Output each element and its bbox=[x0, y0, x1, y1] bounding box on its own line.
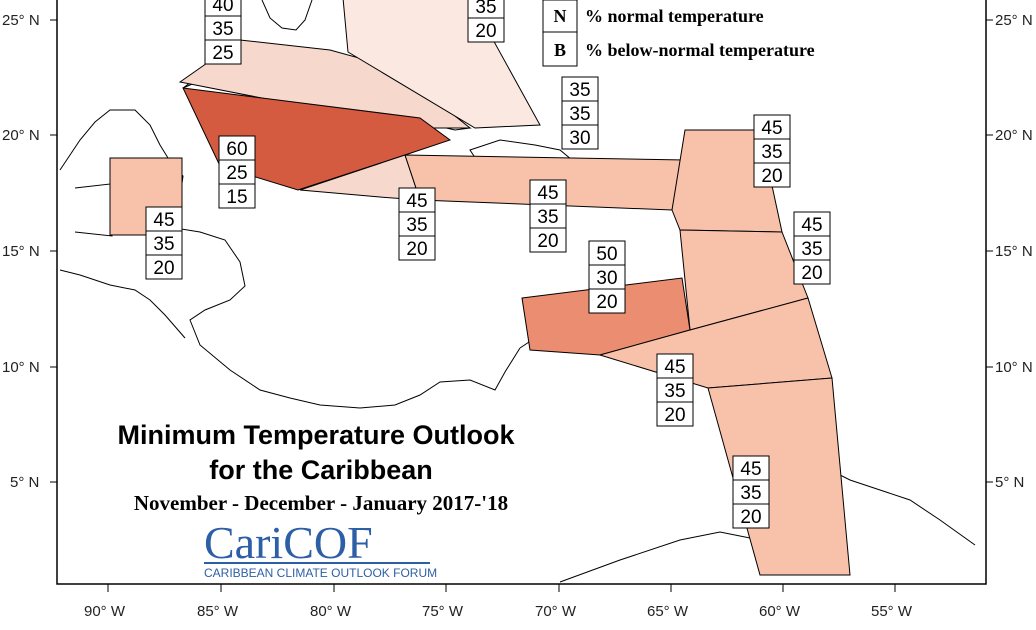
normal-value: 35 bbox=[153, 234, 174, 255]
region-box-leeward-north: 45 35 20 bbox=[753, 114, 791, 188]
region-box-turks-caicos: 35 35 30 bbox=[561, 76, 599, 150]
below-value: 20 bbox=[537, 231, 558, 252]
lat-tick-label: 25° N bbox=[2, 12, 40, 29]
legend-label-normal: % normal temperature bbox=[585, 6, 764, 26]
below-value: 20 bbox=[761, 166, 782, 187]
normal-value: 25 bbox=[226, 163, 247, 184]
lat-tick-label: 5° N bbox=[995, 474, 1024, 491]
lon-tick-labels: 90° W 85° W 80° W 75° W 70° W 65° W 60° … bbox=[84, 603, 913, 620]
legend-key-below: B bbox=[554, 40, 566, 60]
normal-value: 35 bbox=[406, 215, 427, 236]
region-box-leeward-south: 45 35 20 bbox=[793, 211, 831, 285]
below-value: 20 bbox=[664, 405, 685, 426]
axis-ticks bbox=[50, 19, 993, 592]
region-box-bahamas-north: 40 35 25 bbox=[204, 0, 242, 65]
above-value: 45 bbox=[740, 459, 761, 480]
normal-value: 35 bbox=[761, 142, 782, 163]
region-box-belize: 45 35 20 bbox=[145, 206, 183, 280]
lat-tick-label: 20° N bbox=[995, 127, 1033, 144]
lon-tick-label: 90° W bbox=[84, 603, 126, 620]
normal-value: 35 bbox=[740, 483, 761, 504]
probability-boxes: 40 35 25 35 20 35 35 30 60 25 15 bbox=[145, 0, 831, 529]
below-value: 20 bbox=[801, 263, 822, 284]
normal-value: 35 bbox=[537, 207, 558, 228]
normal-value: 35 bbox=[664, 381, 685, 402]
below-value: 20 bbox=[406, 239, 427, 260]
lon-tick-label: 60° W bbox=[759, 603, 801, 620]
above-value: 40 bbox=[212, 0, 233, 16]
region-box-guianas: 45 35 20 bbox=[732, 455, 770, 529]
caricof-logo: CariCOF CARIBBEAN CLIMATE OUTLOOK FORUM bbox=[204, 517, 437, 580]
region-bahamas-east bbox=[342, 0, 541, 129]
lon-tick-label: 70° W bbox=[535, 603, 577, 620]
above-value: 35 bbox=[569, 80, 590, 101]
legend: N % normal temperature B % below-normal … bbox=[542, 0, 815, 67]
title-block: Minimum Temperature Outlook for the Cari… bbox=[117, 420, 515, 515]
below-value: 20 bbox=[475, 21, 496, 42]
lat-tick-label: 25° N bbox=[995, 12, 1033, 29]
legend-key-normal: N bbox=[554, 6, 567, 26]
lon-tick-label: 80° W bbox=[310, 603, 352, 620]
below-value: 30 bbox=[569, 128, 590, 149]
map-period: November - December - January 2017-'18 bbox=[134, 491, 508, 515]
lat-tick-label: 15° N bbox=[2, 243, 40, 260]
lon-tick-label: 65° W bbox=[647, 603, 689, 620]
region-box-trinidad: 45 35 20 bbox=[656, 353, 694, 427]
map-title-line1: Minimum Temperature Outlook bbox=[117, 420, 515, 450]
region-box-hispaniola: 45 35 20 bbox=[529, 179, 567, 253]
below-value: 20 bbox=[596, 292, 617, 313]
region-box-western-caribbean: 60 25 15 bbox=[218, 135, 256, 209]
lat-tick-label: 20° N bbox=[2, 127, 40, 144]
below-value: 20 bbox=[153, 258, 174, 279]
lat-tick-label: 10° N bbox=[995, 359, 1033, 376]
above-value: 50 bbox=[596, 244, 617, 265]
normal-value: 35 bbox=[475, 0, 496, 18]
region-box-abc-islands: 50 30 20 bbox=[588, 240, 626, 314]
lon-tick-label: 55° W bbox=[871, 603, 913, 620]
map-title-line2: for the Caribbean bbox=[209, 455, 433, 485]
below-value: 15 bbox=[226, 187, 247, 208]
logo-name: CariCOF bbox=[204, 517, 373, 568]
above-value: 45 bbox=[801, 215, 822, 236]
normal-value: 35 bbox=[801, 239, 822, 260]
normal-value: 30 bbox=[596, 268, 617, 289]
lat-tick-label: 10° N bbox=[2, 359, 40, 376]
lat-tick-label: 15° N bbox=[995, 243, 1033, 260]
legend-label-below: % below-normal temperature bbox=[585, 40, 815, 60]
above-value: 60 bbox=[226, 139, 247, 160]
above-value: 45 bbox=[664, 357, 685, 378]
normal-value: 35 bbox=[569, 104, 590, 125]
above-value: 45 bbox=[537, 183, 558, 204]
above-value: 45 bbox=[153, 210, 174, 231]
above-value: 45 bbox=[406, 191, 427, 212]
lat-tick-labels-left: 25° N 20° N 15° N 10° N 5° N bbox=[2, 12, 40, 491]
above-value: 45 bbox=[761, 118, 782, 139]
lat-tick-labels-right: 25° N 20° N 15° N 10° N 5° N bbox=[995, 12, 1033, 491]
lat-tick-label: 5° N bbox=[10, 474, 39, 491]
lon-tick-label: 85° W bbox=[197, 603, 239, 620]
lon-tick-label: 75° W bbox=[422, 603, 464, 620]
logo-subtitle: CARIBBEAN CLIMATE OUTLOOK FORUM bbox=[204, 566, 437, 580]
below-value: 25 bbox=[212, 43, 233, 64]
region-box-jamaica: 45 35 20 bbox=[398, 187, 436, 261]
below-value: 20 bbox=[740, 507, 761, 528]
region-box-bahamas-east: 35 20 bbox=[467, 0, 505, 43]
normal-value: 35 bbox=[212, 19, 233, 40]
